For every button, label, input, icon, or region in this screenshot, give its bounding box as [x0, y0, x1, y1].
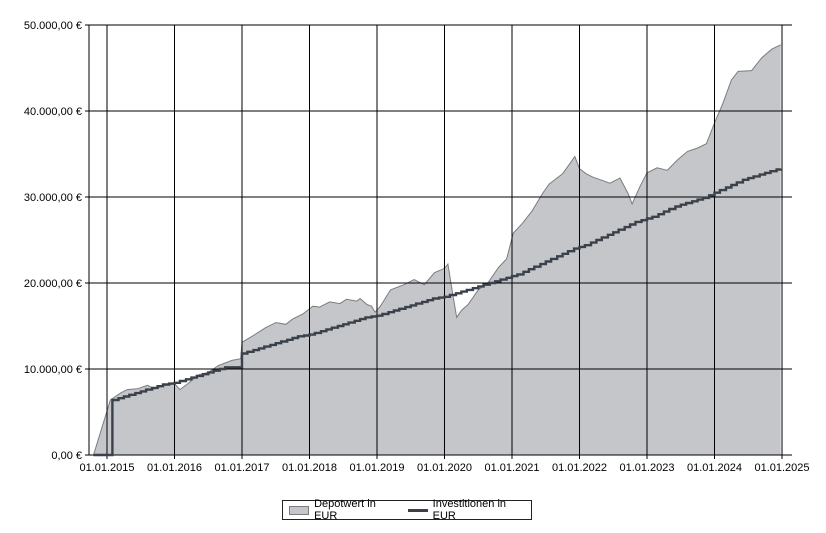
y-axis-ticks: 0,00 € 10.000,00 € 20.000,00 € 30.000,00 € 4…	[24, 20, 82, 462]
y-tick-label: 10.000,00 €	[24, 364, 82, 376]
depotwert-area-layer	[93, 44, 781, 456]
x-tick-label: 01.01.2025	[754, 462, 809, 474]
depotwert-area	[93, 44, 781, 456]
x-tick-label: 01.01.2021	[484, 462, 539, 474]
legend-item-depotwert: Depotwert in EUR	[289, 498, 394, 522]
y-tick-label: 20.000,00 €	[24, 278, 82, 290]
legend: Depotwert in EUR Investitionen in EUR	[282, 498, 532, 522]
y-tick-label: 50.000,00 €	[24, 20, 82, 32]
x-tick-label: 01.01.2017	[214, 462, 269, 474]
legend-label-investitionen: Investitionen in EUR	[432, 498, 507, 522]
x-tick-label: 01.01.2016	[147, 462, 202, 474]
y-tick-label: 30.000,00 €	[24, 192, 82, 204]
investitionen-step-line	[93, 168, 782, 457]
x-tick-label: 01.01.2023	[619, 462, 674, 474]
x-tick-label: 01.01.2019	[349, 462, 404, 474]
legend-label-depotwert: Depotwert in EUR	[314, 498, 376, 522]
depotwert-area-edge	[93, 44, 781, 456]
legend-swatch-depotwert	[289, 505, 310, 515]
x-tick-label: 01.01.2024	[687, 462, 742, 474]
gridlines	[85, 24, 792, 459]
x-tick-label: 01.01.2018	[282, 462, 337, 474]
investitionen-line-layer	[93, 168, 782, 457]
x-tick-label: 01.01.2020	[417, 462, 472, 474]
legend-swatch-investitionen	[407, 508, 428, 512]
x-axis-ticks: 01.01.2015 01.01.2016 01.01.2017 01.01.2018…	[79, 462, 809, 474]
y-tick-label: 0,00 €	[51, 450, 82, 462]
legend-item-investitionen: Investitionen in EUR	[407, 498, 523, 522]
x-tick-label: 01.01.2022	[552, 462, 607, 474]
y-tick-label: 40.000,00 €	[24, 106, 82, 118]
x-tick-label: 01.01.2015	[79, 462, 134, 474]
